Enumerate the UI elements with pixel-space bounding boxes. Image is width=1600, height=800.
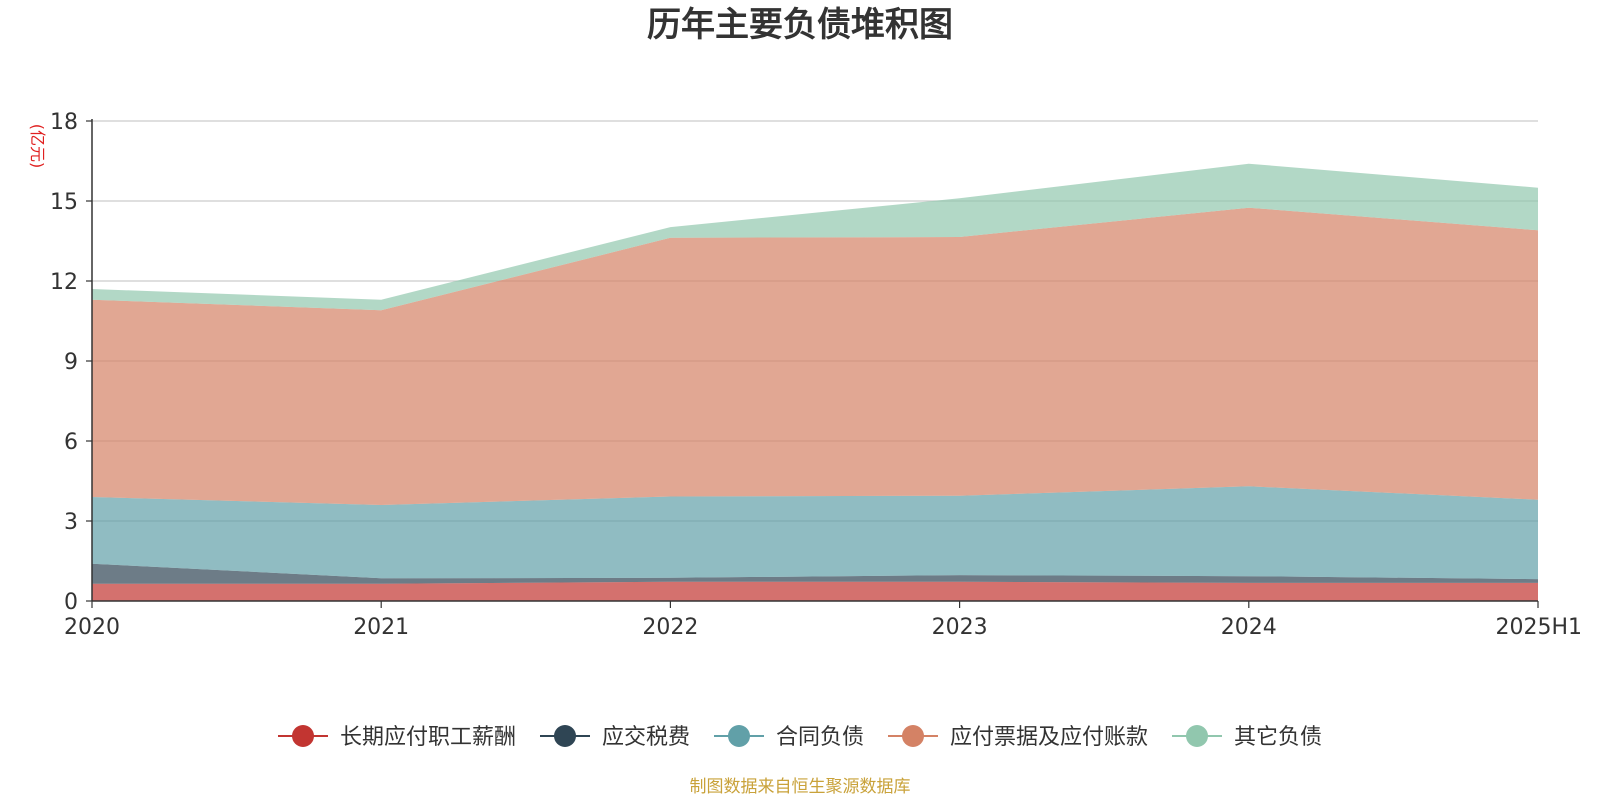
legend-label: 其它负债 <box>1234 725 1322 750</box>
y-tick-label: 18 <box>50 110 78 135</box>
y-axis-unit-label: (亿元) <box>28 124 47 169</box>
legend-marker-icon <box>1186 725 1209 747</box>
area-series-1[interactable] <box>92 563 1538 584</box>
legend-label: 合同负债 <box>776 725 864 750</box>
legend-marker-icon <box>727 725 750 747</box>
area-series-group <box>92 163 1538 601</box>
legend-marker-icon <box>553 725 576 747</box>
x-tick-label: 2022 <box>642 615 698 640</box>
area-series-3[interactable] <box>92 207 1538 505</box>
chart-title: 历年主要负债堆积图 <box>647 5 953 45</box>
y-tick-label: 15 <box>50 190 78 215</box>
y-tick-label: 3 <box>64 510 78 535</box>
legend-item-3[interactable]: 应付票据及应付账款 <box>888 725 1148 750</box>
x-tick-label: 2023 <box>932 615 988 640</box>
legend-marker-icon <box>902 725 925 747</box>
x-tick-label: 2021 <box>353 615 409 640</box>
legend-marker-icon <box>291 725 314 747</box>
legend-label: 应付票据及应付账款 <box>950 725 1148 750</box>
y-tick-label: 0 <box>64 590 78 615</box>
area-series-2[interactable] <box>92 486 1538 580</box>
legend-item-4[interactable]: 其它负债 <box>1172 725 1322 750</box>
y-tick-label: 12 <box>50 270 78 295</box>
area-series-0[interactable] <box>92 581 1538 601</box>
x-tick-label: 2025H1 <box>1495 615 1582 640</box>
area-series-4[interactable] <box>92 163 1538 311</box>
legend-item-0[interactable]: 长期应付职工薪酬 <box>277 725 516 750</box>
legend[interactable]: 长期应付职工薪酬 应交税费 合同负债 应付票据及应付账款 其它负债 <box>277 725 1322 750</box>
data-source-note: 制图数据来自恒生聚源数据库 <box>690 777 911 797</box>
legend-label: 应交税费 <box>602 725 690 750</box>
legend-item-1[interactable]: 应交税费 <box>539 725 690 750</box>
legend-label: 长期应付职工薪酬 <box>340 725 516 750</box>
x-tick-label: 2024 <box>1221 615 1277 640</box>
y-tick-label: 9 <box>64 350 78 375</box>
legend-item-2[interactable]: 合同负债 <box>713 725 864 750</box>
axes: 0 3 6 9 12 15 18 2020 2021 2022 2023 2024 2025H1 <box>50 110 1582 640</box>
x-tick-label: 2020 <box>64 615 120 640</box>
y-tick-label: 6 <box>64 430 78 455</box>
